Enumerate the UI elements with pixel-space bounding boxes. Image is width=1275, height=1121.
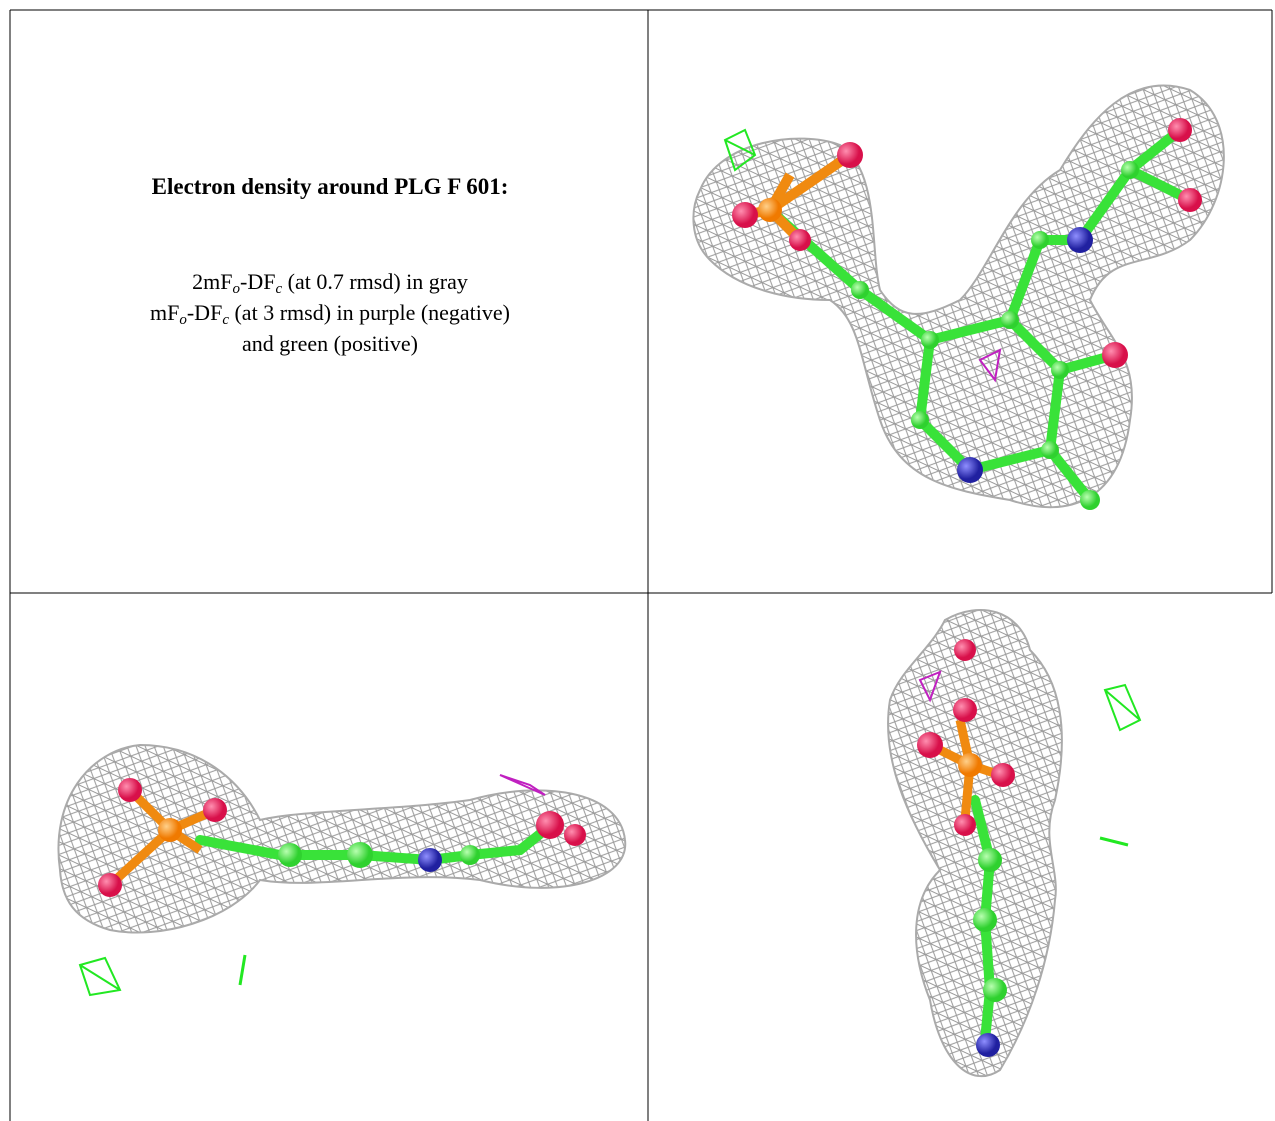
subscript: o [232,281,241,297]
subscript: c [275,281,283,297]
table-borders [9,9,1273,1121]
caption: Electron density around PLG F 601: 2mFo-… [12,12,648,592]
text: 2mF [192,269,233,294]
density-view-1 [692,84,1225,510]
caption-line: and green (positive) [12,328,648,359]
caption-line: mFo-DFc (at 3 rmsd) in purple (negative) [12,297,648,328]
caption-lines: 2mFo-DFc (at 0.7 rmsd) in gray mFo-DFc (… [12,266,648,359]
caption-line: 2mFo-DFc (at 0.7 rmsd) in gray [12,266,648,297]
text: and green (positive) [242,331,418,356]
density-view-3 [887,609,1142,1077]
text: mF [150,300,180,325]
text: (at 3 rmsd) in purple (negative) [228,300,510,325]
subscript: c [222,312,229,328]
text: -DF [240,269,276,294]
density-view-2 [57,743,627,997]
caption-title: Electron density around PLG F 601: [151,174,509,199]
text: -DF [186,300,223,325]
subscript: o [179,312,187,328]
text: (at 0.7 rmsd) in gray [282,269,468,294]
